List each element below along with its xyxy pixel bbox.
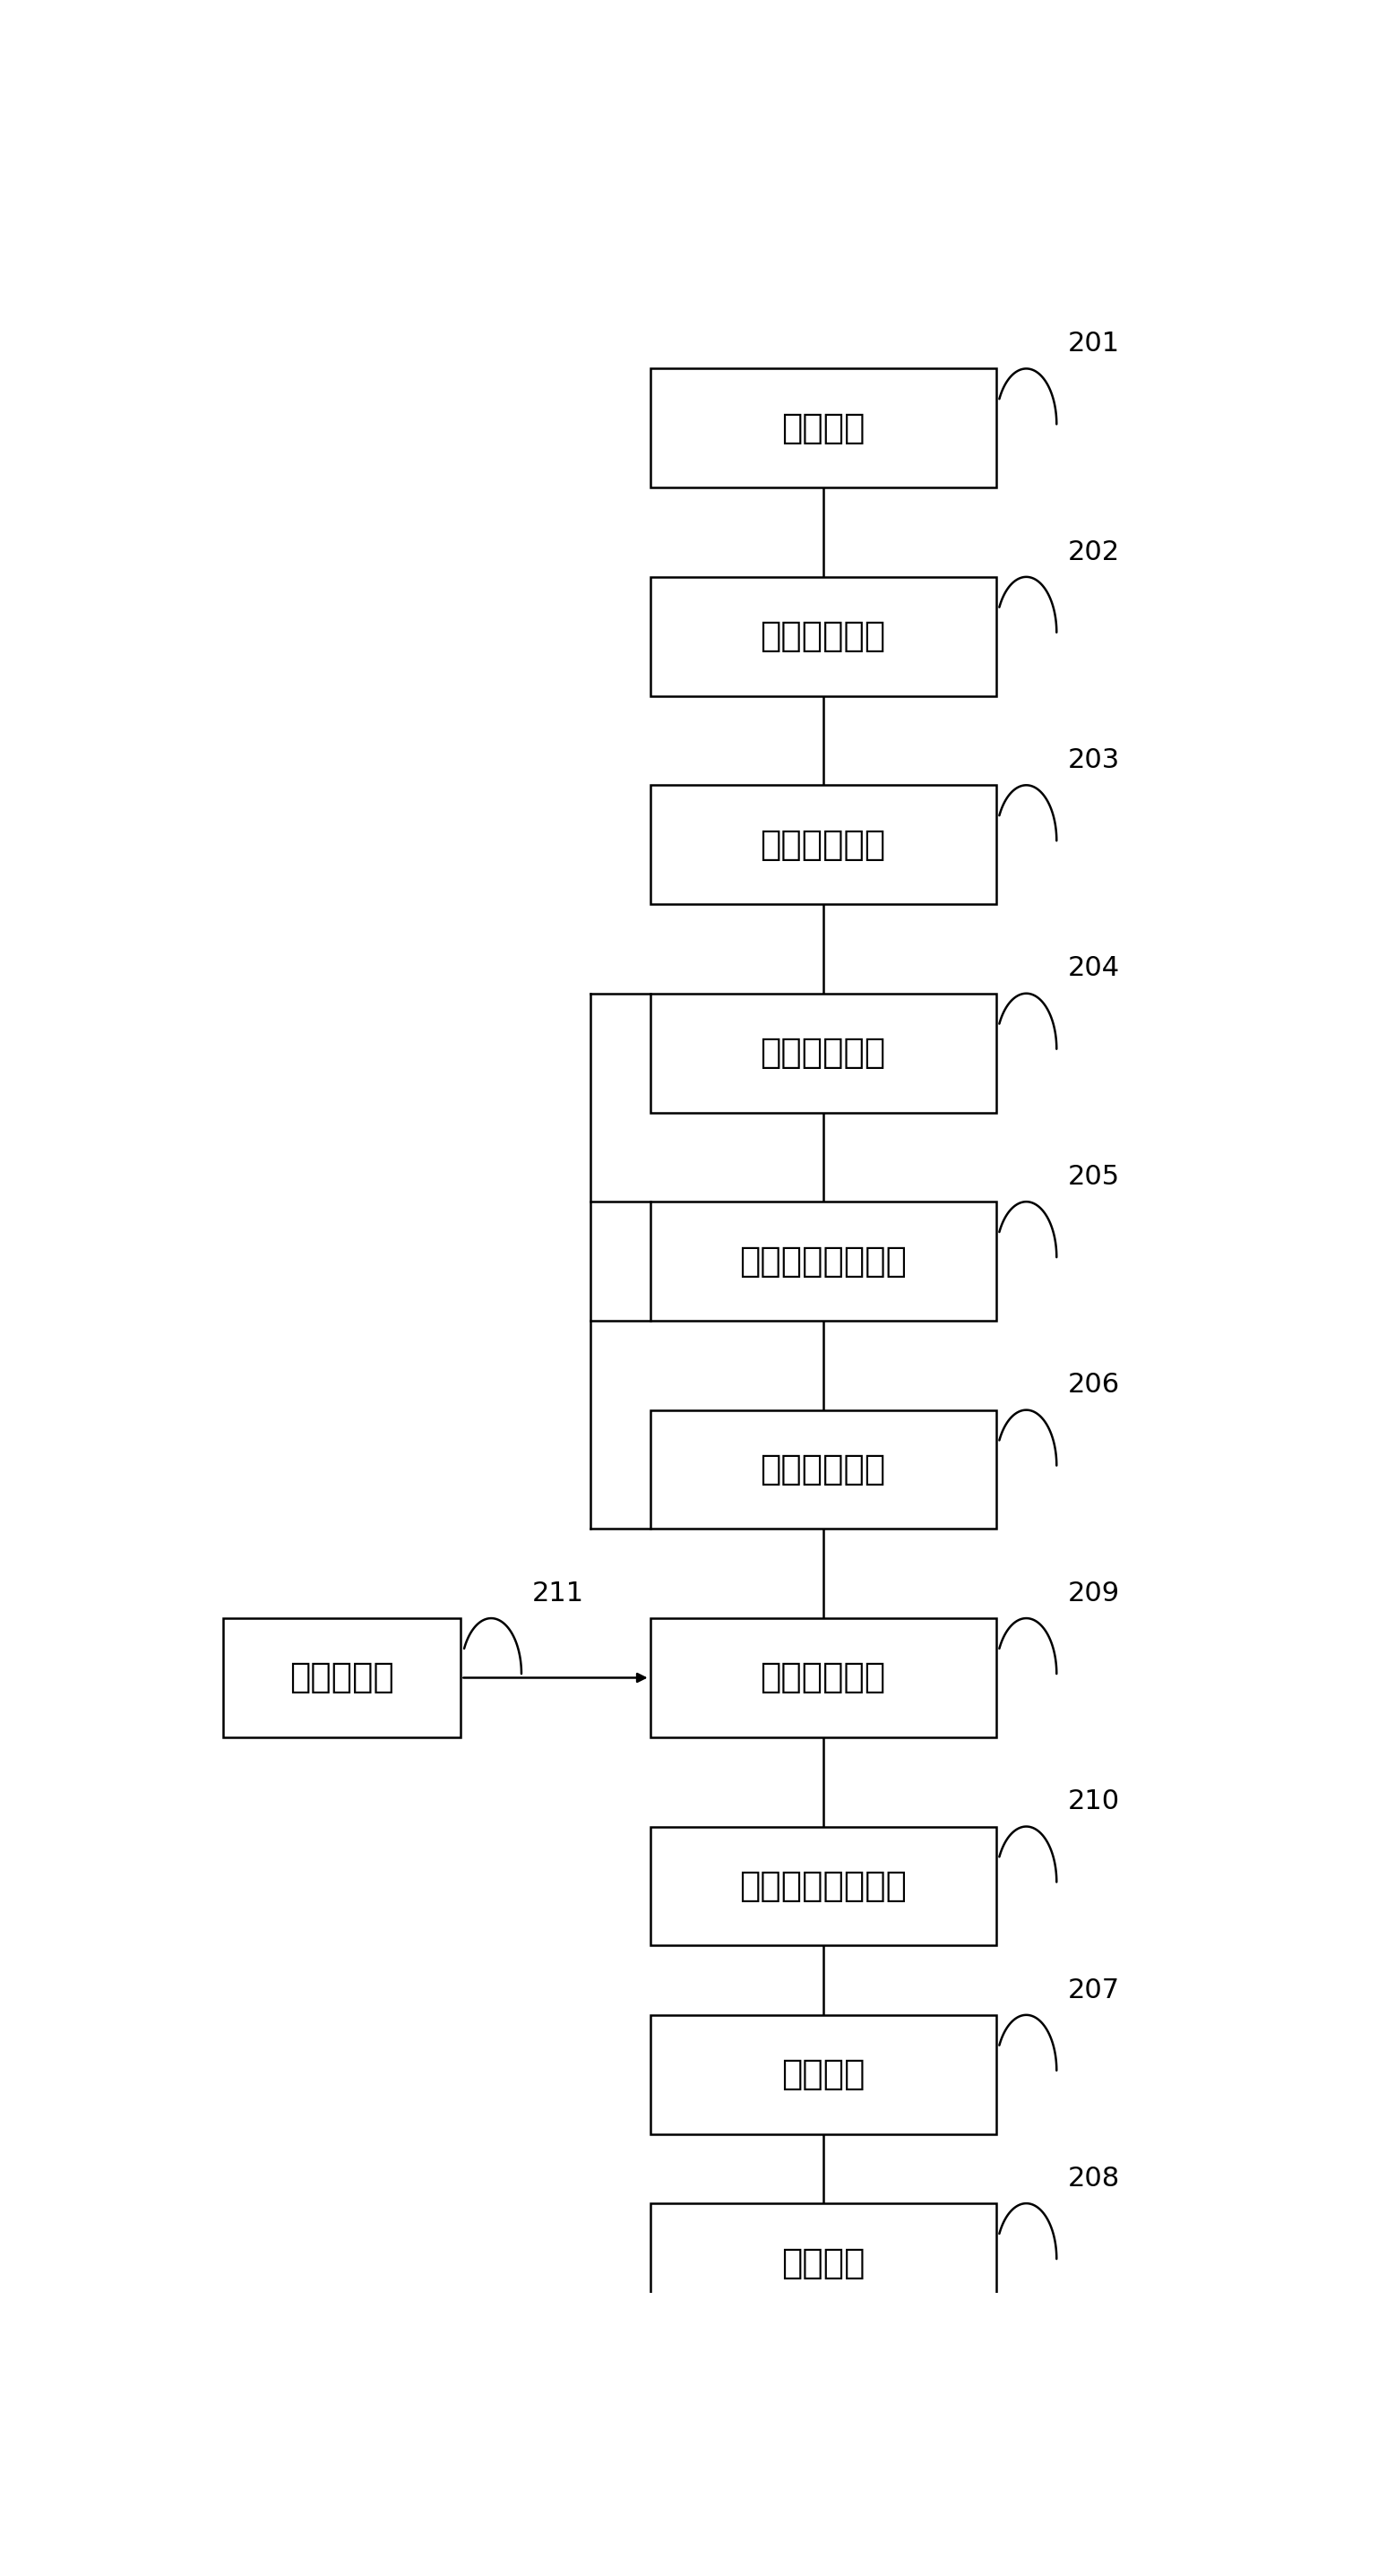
Text: 第一比特交换单元: 第一比特交换单元 <box>739 1244 907 1278</box>
Bar <box>650 1826 996 1945</box>
Text: 第二搜索单元: 第二搜索单元 <box>760 1662 886 1695</box>
Text: 输出单元: 输出单元 <box>781 2058 865 2092</box>
Text: 208: 208 <box>1067 2166 1120 2192</box>
Text: 第一判断单元: 第一判断单元 <box>760 1036 886 1069</box>
Bar <box>650 577 996 696</box>
Text: 210: 210 <box>1067 1788 1119 1814</box>
Bar <box>650 2014 996 2133</box>
Text: 第二比特交换单元: 第二比特交换单元 <box>739 1870 907 1904</box>
Bar <box>223 1618 460 1736</box>
Text: 203: 203 <box>1067 747 1120 773</box>
Bar <box>650 368 996 487</box>
Text: 第二判断单元: 第二判断单元 <box>760 1453 886 1486</box>
Text: 209: 209 <box>1067 1579 1119 1607</box>
Text: 第一搜索单元: 第一搜索单元 <box>760 827 886 863</box>
Bar <box>650 1200 996 1321</box>
Bar <box>650 2202 996 2324</box>
Bar <box>650 994 996 1113</box>
Text: 202: 202 <box>1067 538 1119 564</box>
Text: 211: 211 <box>533 1579 585 1607</box>
Text: 204: 204 <box>1067 956 1119 981</box>
Bar <box>650 786 996 904</box>
Bar <box>650 1618 996 1736</box>
Bar <box>650 1409 996 1530</box>
Text: 接收单元: 接收单元 <box>781 412 865 446</box>
Text: 201: 201 <box>1067 330 1119 355</box>
Text: 207: 207 <box>1067 1976 1119 2004</box>
Text: 节点重组单元: 节点重组单元 <box>760 618 886 654</box>
Text: 206: 206 <box>1067 1373 1119 1399</box>
Text: 205: 205 <box>1067 1164 1119 1190</box>
Text: 预配置单元: 预配置单元 <box>290 1662 395 1695</box>
Text: 译码单元: 译码单元 <box>781 2246 865 2280</box>
